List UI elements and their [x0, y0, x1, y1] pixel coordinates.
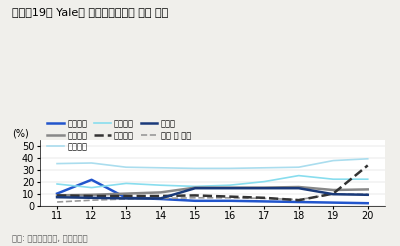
Legend: 국내주식, 해외주식, 사모펜드, 절대수익, 천연자원, 부동산, 현금 및 채권: 국내주식, 해외주식, 사모펜드, 절대수익, 천연자원, 부동산, 현금 및 … — [44, 116, 194, 155]
Text: (%): (%) — [12, 128, 29, 138]
Text: 〈그림19〉 Yale대 기금운용자산의 비중 추이: 〈그림19〉 Yale대 기금운용자산의 비중 추이 — [12, 7, 168, 17]
Text: 지료: 예일대투자싹, 현대츨증권: 지료: 예일대투자싹, 현대츨증권 — [12, 234, 88, 244]
